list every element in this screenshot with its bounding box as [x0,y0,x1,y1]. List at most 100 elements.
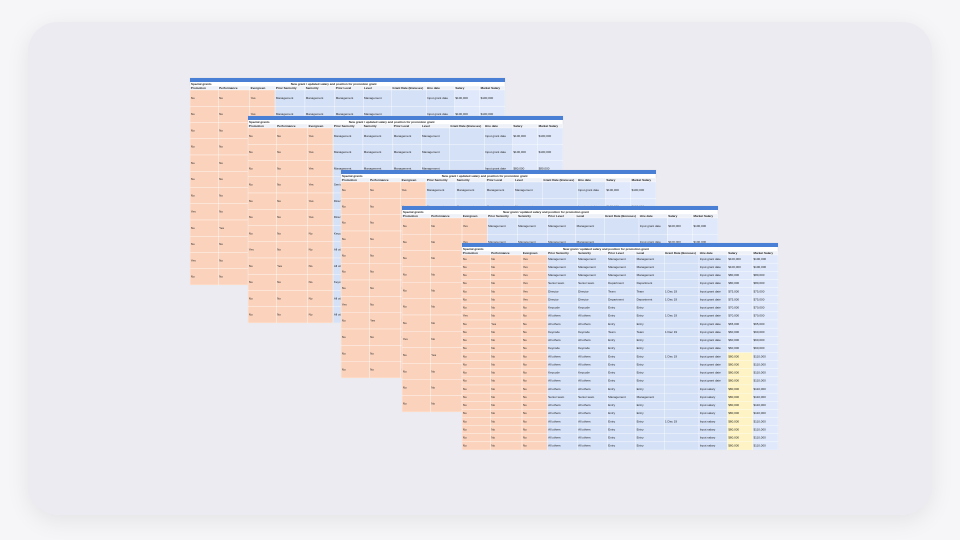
cell-text: Management [548,265,566,269]
cell [604,217,640,235]
cell-text: Entry [637,411,645,415]
cell-text: All others [578,322,591,326]
cell-text: $100,000 [728,265,741,269]
cell-text: Yes [251,96,256,100]
cell-text: Entry [608,354,616,358]
cell-text: All others [548,322,561,326]
cell-text: No [491,387,495,391]
cell-text: $75,000 [754,297,765,301]
cell [369,361,402,379]
cell-text: No [219,258,223,262]
cell-text: No [403,353,407,357]
cell-text: $110,000 [754,436,767,440]
cell-text: No [523,362,527,366]
cell-text: Yes [402,188,407,192]
cell-text: All others [548,338,561,342]
cell-text: $110,000 [754,427,767,431]
cell-text: No [491,354,495,358]
cell [664,303,700,313]
column-header: Promotion [249,124,264,128]
cell-text: No [491,338,495,342]
cell-text: Director [548,289,559,293]
cell [430,266,463,283]
cell-text: Management [394,166,412,170]
cell-text: Management [488,224,506,228]
cell-text: No [219,145,223,149]
cell-text: Management [608,395,626,399]
cell-text: $100,000 [754,257,767,261]
cell-text: No [249,215,253,219]
cell-text: No [463,379,467,383]
cell-text: Yes [342,302,347,306]
cell-text: $100,000 [668,224,681,228]
sheet-banner: New grant / updated salary and position … [291,82,377,86]
column-header: Performance [277,124,296,128]
cell-text: No [249,150,253,154]
column-header: Level [515,178,523,182]
cell-text: $60,000 [728,338,739,342]
cell-text: No [463,427,467,431]
cell-text: $80,000 [728,354,739,358]
cell-text: $100,000 [481,96,494,100]
cell-text: $110,000 [754,411,767,415]
cell-text: No [431,305,435,309]
cell-text: No [191,128,195,132]
cell-text: $110,000 [754,387,767,391]
cell [490,433,523,443]
cell-text: Yes [309,150,314,154]
cell-text: Entry [608,314,616,318]
cell-text: Yes [523,273,528,277]
cell-text: Yes [309,183,314,187]
column-header: Seniority [578,251,591,255]
cell-text: No [463,395,467,399]
cell-text: No [523,379,527,383]
cell-text: No [219,275,223,279]
cell-text: Management [608,257,626,261]
column-header: Performance [370,178,389,182]
column-header: Market Salary [632,178,652,182]
cell-text: Management [578,265,596,269]
column-header: Seniority [364,124,377,128]
cell [218,236,251,253]
cell [218,89,251,107]
cell [490,344,523,353]
cell-text: No [463,403,467,407]
cell-text: Input grant date [700,379,721,383]
cell-text: No [342,286,346,290]
cell-text: $60,000 [728,346,739,350]
cell [664,271,700,280]
cell-text: Input grant date [640,240,661,244]
cell-text: Entry [637,346,645,350]
cell [664,376,700,386]
cell-text: Entry [608,322,616,326]
cell-text: Entry [637,362,645,366]
cell [490,417,523,426]
cell-text: $110,000 [754,444,767,448]
cell-text: Management [637,273,655,277]
cell-text: No [491,306,495,310]
cell-text: Management [518,224,536,228]
cell-text: All others [334,296,347,300]
cell [218,171,251,188]
cell [369,328,402,346]
cell [276,241,309,259]
cell-text: No [342,368,346,372]
column-header: Evergreen [309,124,324,128]
cell-text: No [463,330,467,334]
cell-text: No [219,96,223,100]
cell-text: No [431,272,435,276]
cell [276,290,309,307]
cell-text: $75,000 [728,297,739,301]
cell-text: No [219,128,223,132]
cell [430,298,463,316]
cell [664,433,700,443]
cell-text: Yes [403,337,408,341]
cell [218,106,251,123]
cell-text: Yes [491,322,496,326]
sheet-banner-bar [402,206,718,210]
cell-text: $110,000 [754,362,767,366]
cell-text: $100,000 [606,188,619,192]
cell [218,187,251,204]
cell-text: Management [457,188,475,192]
cell [664,392,700,402]
